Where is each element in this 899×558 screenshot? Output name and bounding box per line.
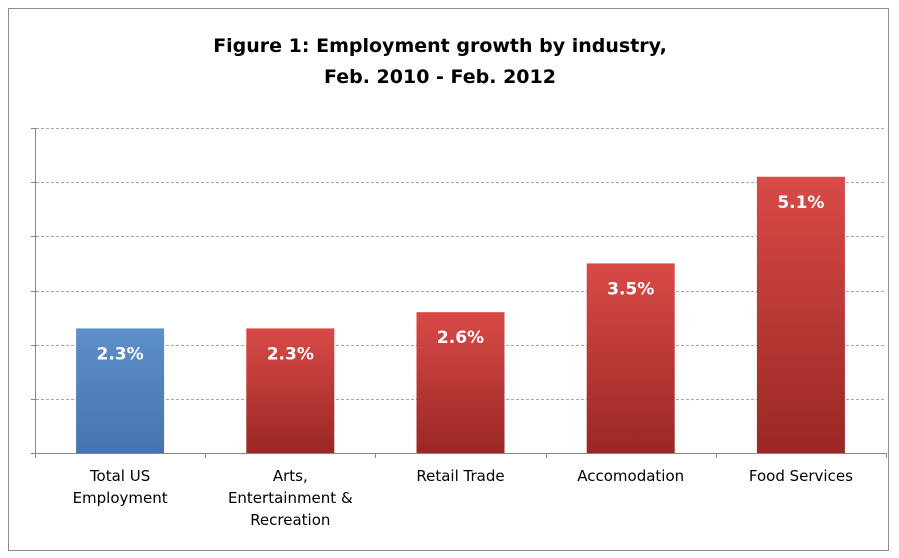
- x-tick-label-2: Arts, Entertainment & Recreation: [228, 467, 353, 529]
- x-tick-label-3: Retail Trade: [416, 467, 504, 485]
- bar-4: [586, 263, 675, 453]
- chart-title: Figure 1: Employment growth by industry,…: [213, 35, 667, 88]
- bar-2: [246, 328, 335, 453]
- value-labels: 2.3% 2.3% 2.6% 3.5% 5.1%: [97, 193, 825, 365]
- data-label-4: 3.5%: [607, 279, 654, 299]
- chart-frame: Figure 1: Employment growth by industry,…: [8, 8, 889, 551]
- y-gridlines: [31, 128, 886, 400]
- x-tick-label-5: Food Services: [749, 467, 853, 485]
- data-label-1: 2.3%: [97, 344, 144, 364]
- x-tick-labels: Total US Employment Arts, Entertainment & Re…: [73, 467, 854, 529]
- bar-chart: Figure 1: Employment growth by industry,…: [31, 35, 887, 529]
- chart-title-line-1: Figure 1: Employment growth by industry,: [213, 35, 667, 57]
- x-tick-label-1: Total US Employment: [73, 467, 168, 507]
- bar-5: [756, 176, 845, 453]
- data-label-3: 2.6%: [437, 328, 484, 348]
- bar-3: [416, 312, 505, 453]
- axes: [31, 128, 887, 458]
- data-label-2: 2.3%: [267, 344, 314, 364]
- bars: [76, 176, 845, 453]
- x-tick-label-4: Accomodation: [577, 467, 684, 485]
- bar-1: [76, 328, 165, 453]
- chart-title-line-2: Feb. 2010 - Feb. 2012: [324, 66, 556, 88]
- data-label-5: 5.1%: [777, 193, 824, 213]
